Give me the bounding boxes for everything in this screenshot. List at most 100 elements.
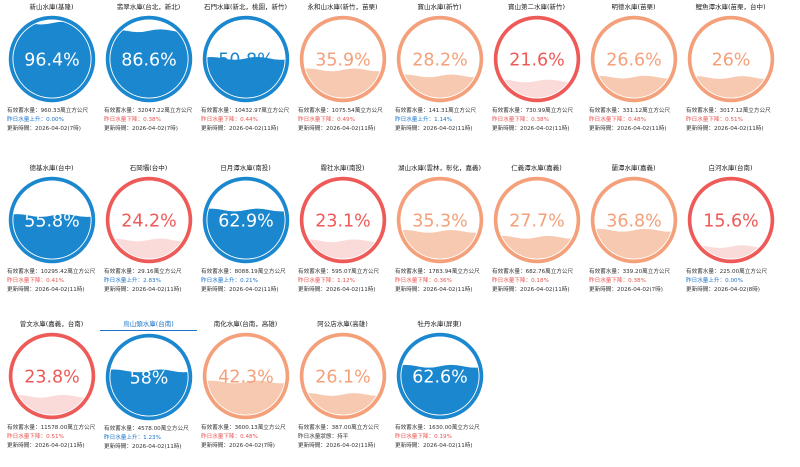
capacity-text: 有效蓄水量：3600.13萬立方公尺 (201, 425, 286, 431)
water-level-gauge: 26.1% (299, 332, 386, 420)
water-level-gauge: 58% (105, 333, 192, 421)
water-level-gauge: 86.6% (105, 15, 192, 103)
reservoir-info: 有效蓄水量：331.12萬立方公尺 昨日水量下降：0.48% 更新時間：2026-0… (585, 107, 682, 134)
change-text: 昨日水量狀態：持平 (298, 434, 349, 440)
change-text: 昨日水量下降：0.38% (492, 117, 549, 123)
reservoir-info: 有效蓄水量：10295.42萬立方公尺 昨日水量下降：0.41% 更新時間：2026… (3, 268, 100, 295)
water-level-gauge: 23.1% (299, 176, 386, 264)
water-fill (497, 79, 576, 98)
change-text: 昨日水量下降：0.44% (201, 117, 258, 123)
gauge-ring (202, 176, 289, 264)
change-text: 昨日水量下降：1.12% (298, 278, 355, 284)
water-fill (303, 239, 382, 259)
update-time-text: 更新時間：2026-04-02(7時) (7, 126, 81, 132)
change-text: 昨日水量上升：1.23% (104, 435, 161, 441)
change-text: 昨日水量下降：0.48% (589, 117, 646, 123)
gauge-ring (105, 333, 192, 421)
update-time-text: 更新時間：2026-04-02(11時) (492, 126, 570, 132)
reservoir-info: 有效蓄水量：32047.22萬立方公尺 昨日水量下降：0.38% 更新時間：2026… (100, 107, 197, 134)
reservoir-card: 烏山頭水庫(台南) 58% 有效蓄水量：4578.00萬立方公尺 昨日水量上升：1.2… (100, 319, 197, 452)
capacity-text: 有效蓄水量：225.00萬立方公尺 (686, 269, 768, 275)
reservoir-name: 永和山水庫(新竹，苗栗) (307, 3, 378, 11)
update-time-text: 更新時間：2026-04-02(11時) (492, 287, 570, 293)
reservoir-card: 鯉魚潭水庫(苗栗，台中) 26% 有效蓄水量：3017.12萬立方公尺 昨日水量下降：… (682, 2, 779, 134)
reservoir-name: 白河水庫(台南) (708, 164, 753, 172)
percentage-label: 62.9% (218, 211, 274, 231)
reservoir-card: 寶山第二水庫(新竹) 21.6% 有效蓄水量：730.99萬立方公尺 昨日水量下降：0… (488, 2, 585, 134)
percentage-label: 26.1% (315, 367, 371, 387)
percentage-label: 50.8% (218, 50, 274, 70)
change-text: 昨日水量下降：0.38% (589, 278, 646, 284)
gauge-ring (299, 176, 386, 264)
update-time-text: 更新時間：2026-04-02(11時) (7, 443, 85, 449)
change-text: 昨日水量下降：0.51% (7, 434, 64, 440)
reservoir-info: 有效蓄水量：682.76萬立方公尺 昨日水量下降：0.18% 更新時間：2026-0… (488, 268, 585, 295)
change-text: 昨日水量下降：0.51% (686, 117, 743, 123)
percentage-label: 62.6% (412, 367, 468, 387)
reservoir-card: 新山水庫(基隆) 96.4% 有效蓄水量：960.33萬立方公尺 昨日水量上升：0.0… (3, 2, 100, 134)
gauge-ring (8, 332, 95, 420)
water-level-gauge: 96.4% (8, 15, 95, 103)
reservoir-name: 仁義潭水庫(嘉義) (511, 164, 562, 172)
water-level-gauge: 23.8% (8, 332, 95, 420)
update-time-text: 更新時間：2026-04-02(11時) (395, 287, 473, 293)
gauge-ring (590, 176, 677, 264)
gauge-ring (8, 15, 95, 103)
reservoir-card: 霧社水庫(南投) 23.1% 有效蓄水量：595.07萬立方公尺 昨日水量下降：1.1… (294, 163, 391, 295)
gauge-ring (590, 15, 677, 103)
reservoir-card: 阿公店水庫(高雄) 26.1% 有效蓄水量：387.00萬立方公尺 昨日水量狀態：持平… (294, 319, 391, 451)
update-time-text: 更新時間：2026-04-02(11時) (298, 443, 376, 449)
reservoir-info: 有效蓄水量：960.33萬立方公尺 昨日水量上升：0.00% 更新時間：2026-0… (3, 107, 100, 134)
capacity-text: 有效蓄水量：32047.22萬立方公尺 (104, 108, 193, 114)
capacity-text: 有效蓄水量：960.33萬立方公尺 (7, 108, 89, 114)
reservoir-info: 有效蓄水量：387.00萬立方公尺 昨日水量狀態：持平 更新時間：2026-04-0… (294, 424, 391, 451)
reservoir-info: 有效蓄水量：11578.00萬立方公尺 昨日水量下降：0.51% 更新時間：2026… (3, 424, 100, 451)
reservoir-info: 有效蓄水量：3017.12萬立方公尺 昨日水量下降：0.51% 更新時間：2026-… (682, 107, 779, 134)
gauge-ring (493, 176, 580, 264)
capacity-text: 有效蓄水量：730.99萬立方公尺 (492, 108, 574, 114)
update-time-text: 更新時間：2026-04-02(11時) (589, 126, 667, 132)
reservoir-info: 有效蓄水量：4578.00萬立方公尺 昨日水量上升：1.23% 更新時間：2026-… (100, 425, 197, 452)
change-text: 昨日水量下降：0.49% (298, 117, 355, 123)
water-level-gauge: 42.3% (202, 332, 289, 420)
reservoir-info: 有效蓄水量：29.16萬立方公尺 昨日水量上升：2.83% 更新時間：2026-04… (100, 268, 197, 295)
capacity-text: 有效蓄水量：10432.97萬立方公尺 (201, 108, 290, 114)
water-level-gauge: 35.3% (396, 176, 483, 264)
reservoir-info: 有效蓄水量：1783.94萬立方公尺 昨日水量下降：0.36% 更新時間：2026-… (391, 268, 488, 295)
capacity-text: 有效蓄水量：331.12萬立方公尺 (589, 108, 671, 114)
reservoir-info: 有效蓄水量：730.99萬立方公尺 昨日水量下降：0.38% 更新時間：2026-0… (488, 107, 585, 134)
capacity-text: 有效蓄水量：1630.00萬立方公尺 (395, 425, 480, 431)
water-level-gauge: 26% (687, 15, 774, 103)
gauge-ring (105, 15, 192, 103)
percentage-label: 55.8% (24, 211, 80, 231)
update-time-text: 更新時間：2026-04-02(7時) (201, 443, 275, 449)
capacity-text: 有效蓄水量：682.76萬立方公尺 (492, 269, 574, 275)
reservoir-card: 石岡壩(台中) 24.2% 有效蓄水量：29.16萬立方公尺 昨日水量上升：2.83%… (100, 163, 197, 295)
reservoir-info: 有效蓄水量：8088.19萬立方公尺 昨日水量上升：0.21% 更新時間：2026-… (197, 268, 294, 295)
gauge-ring (299, 15, 386, 103)
reservoir-card: 日月潭水庫(南投) 62.9% 有效蓄水量：8088.19萬立方公尺 昨日水量上升：0… (197, 163, 294, 295)
reservoir-name: 德基水庫(台中) (29, 164, 74, 172)
update-time-text: 更新時間：2026-04-02(7時) (589, 287, 663, 293)
water-level-gauge: 62.6% (396, 332, 483, 420)
percentage-label: 42.3% (218, 367, 274, 387)
change-text: 昨日水量下降：0.48% (201, 434, 258, 440)
water-fill (109, 238, 188, 259)
gauge-ring (202, 332, 289, 420)
reservoir-name[interactable]: 烏山頭水庫(台南) (100, 319, 197, 331)
water-level-gauge: 35.9% (299, 15, 386, 103)
change-text: 昨日水量下降：0.19% (395, 434, 452, 440)
reservoir-name: 日月潭水庫(南投) (220, 164, 271, 172)
water-level-gauge: 15.6% (687, 176, 774, 264)
percentage-label: 36.8% (606, 211, 662, 231)
gauge-ring (202, 15, 289, 103)
percentage-label: 86.6% (121, 50, 177, 70)
reservoir-info: 有效蓄水量：339.20萬立方公尺 昨日水量下降：0.38% 更新時間：2026-0… (585, 268, 682, 295)
water-level-gauge: 50.8% (202, 15, 289, 103)
capacity-text: 有效蓄水量：1783.94萬立方公尺 (395, 269, 480, 275)
percentage-label: 24.2% (121, 211, 177, 231)
percentage-label: 58% (129, 368, 168, 388)
capacity-text: 有效蓄水量：29.16萬立方公尺 (104, 269, 182, 275)
water-fill (303, 393, 382, 415)
reservoir-info: 有效蓄水量：141.31萬立方公尺 昨日水量上升：1.14% 更新時間：2026-0… (391, 107, 488, 134)
